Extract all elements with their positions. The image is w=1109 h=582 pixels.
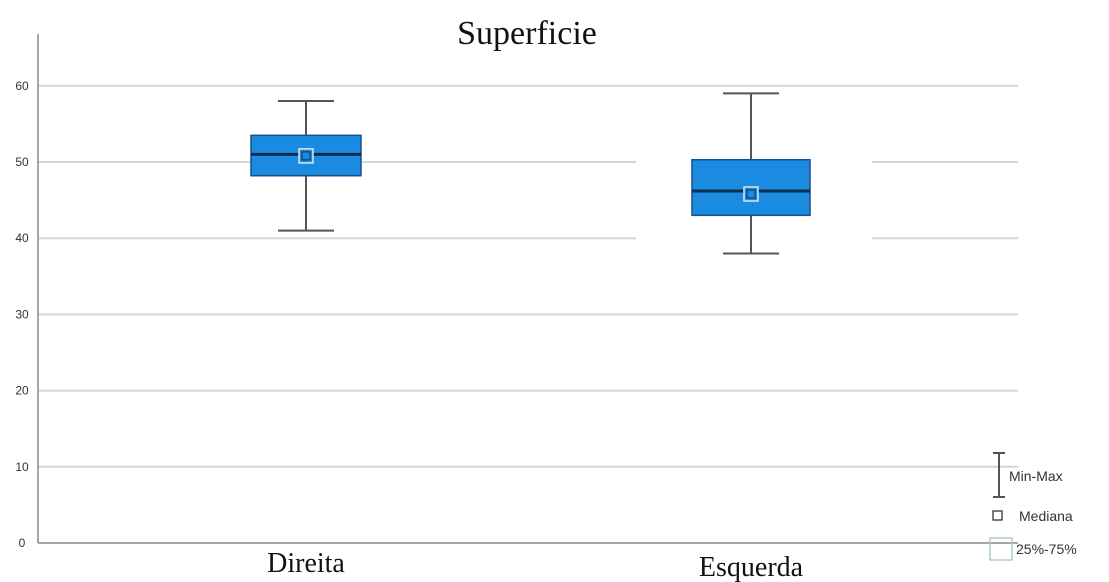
median-marker-outer	[743, 186, 759, 202]
chart-title: Superficie	[457, 15, 597, 52]
median-marker-outer	[298, 148, 314, 164]
y-tick-label: 50	[15, 155, 29, 169]
legend-label: Mediana	[1019, 508, 1073, 524]
legend-item-iqr: 25%-75%	[989, 537, 1077, 561]
y-tick-label: 10	[15, 460, 29, 474]
boxes	[250, 92, 811, 255]
legend-label: 25%-75%	[1016, 541, 1077, 557]
box-direita	[250, 100, 362, 232]
legend-label: Min-Max	[1009, 468, 1063, 484]
median-marker-inner	[746, 189, 756, 199]
y-axis-ticks: 0 10 20 30 40 50 60	[15, 79, 29, 550]
category-labels: Direita Esquerda	[267, 548, 804, 582]
y-tick-label: 40	[15, 231, 29, 245]
y-tick-label: 60	[15, 79, 29, 93]
grid-gap	[636, 236, 872, 241]
category-label-esquerda: Esquerda	[699, 552, 804, 582]
legend-box-icon	[989, 537, 1013, 561]
legend: Min-Max Mediana 25%-75%	[989, 452, 1077, 561]
median-marker-inner	[301, 151, 311, 161]
legend-item-min-max: Min-Max	[993, 452, 1063, 498]
category-label-direita: Direita	[267, 548, 345, 579]
legend-item-mediana: Mediana	[992, 508, 1073, 524]
y-tick-label: 30	[15, 307, 29, 321]
legend-square-icon	[992, 510, 1003, 521]
gridlines	[38, 84, 1018, 468]
y-tick-label: 20	[15, 384, 29, 398]
y-tick-label: 0	[19, 536, 26, 550]
box-esquerda	[691, 92, 811, 255]
